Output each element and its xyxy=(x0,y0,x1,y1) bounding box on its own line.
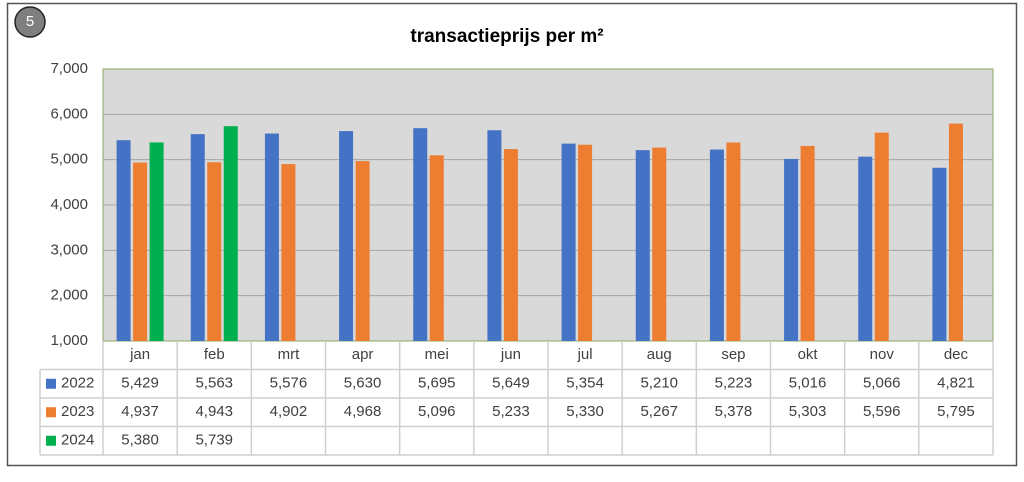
table-value: 5,380 xyxy=(121,432,159,449)
x-tick-label: jul xyxy=(577,346,593,363)
x-tick-label: jun xyxy=(500,346,521,363)
badge-label: 5 xyxy=(26,13,34,30)
table-value: 5,630 xyxy=(344,375,382,392)
x-tick-label: aug xyxy=(647,346,672,363)
table-value: 5,695 xyxy=(418,375,456,392)
legend-swatch xyxy=(46,435,56,446)
table-value: 5,210 xyxy=(640,375,678,392)
x-tick-label: sep xyxy=(721,346,745,363)
y-tick-label: 4,000 xyxy=(50,196,88,213)
bar xyxy=(133,162,148,341)
table-value: 5,563 xyxy=(195,375,233,392)
x-tick-label: jan xyxy=(129,346,150,363)
table-value: 5,303 xyxy=(789,403,827,420)
table-value: 5,429 xyxy=(121,375,159,392)
bar xyxy=(800,145,815,341)
table-value: 4,821 xyxy=(937,375,975,392)
table-value: 5,330 xyxy=(566,403,604,420)
y-tick-label: 6,000 xyxy=(50,105,88,122)
bar xyxy=(874,132,889,341)
bar xyxy=(948,123,963,341)
legend-label: 2022 xyxy=(61,375,94,392)
bar xyxy=(207,162,222,341)
x-tick-label: nov xyxy=(870,346,895,363)
table-value: 5,016 xyxy=(789,375,827,392)
y-tick-label: 7,000 xyxy=(50,60,88,77)
bar xyxy=(635,150,650,341)
chart-title: transactieprijs per m² xyxy=(410,26,603,47)
table-value: 5,066 xyxy=(863,375,901,392)
y-tick-label: 5,000 xyxy=(50,151,88,168)
table-value: 5,739 xyxy=(195,432,233,449)
bar xyxy=(487,130,502,341)
table-value: 4,902 xyxy=(270,403,308,420)
table-value: 4,937 xyxy=(121,403,159,420)
table-value: 5,096 xyxy=(418,403,456,420)
y-tick-label: 1,000 xyxy=(50,332,88,349)
bar xyxy=(339,131,354,341)
x-tick-label: okt xyxy=(798,346,819,363)
x-tick-label: dec xyxy=(944,346,969,363)
x-tick-label: feb xyxy=(204,346,225,363)
bar xyxy=(223,126,238,341)
table-value: 5,596 xyxy=(863,403,901,420)
table-value: 5,223 xyxy=(715,375,753,392)
table-value: 5,576 xyxy=(270,375,308,392)
table-value: 5,378 xyxy=(715,403,753,420)
bar xyxy=(264,133,279,341)
table-value: 5,649 xyxy=(492,375,530,392)
table-value: 5,233 xyxy=(492,403,530,420)
bar xyxy=(355,161,370,341)
x-tick-label: mei xyxy=(425,346,449,363)
table-value: 5,267 xyxy=(640,403,678,420)
bar xyxy=(190,134,205,341)
bar xyxy=(726,142,741,341)
bar xyxy=(116,140,131,341)
table-value: 4,943 xyxy=(195,403,233,420)
bar xyxy=(858,156,873,341)
bar xyxy=(413,128,428,341)
bar xyxy=(652,147,667,341)
bar xyxy=(932,167,947,341)
bar xyxy=(429,155,444,341)
x-tick-label: apr xyxy=(352,346,374,363)
bar xyxy=(578,144,593,341)
bar xyxy=(149,142,164,341)
y-tick-label: 3,000 xyxy=(50,241,88,258)
table-value: 5,354 xyxy=(566,375,604,392)
x-tick-label: mrt xyxy=(278,346,300,363)
badge xyxy=(14,6,46,38)
bar xyxy=(281,164,296,341)
table-value: 5,795 xyxy=(937,403,975,420)
bar xyxy=(503,149,518,341)
legend-label: 2024 xyxy=(61,432,94,449)
bar xyxy=(561,143,576,341)
table-value: 4,968 xyxy=(344,403,382,420)
legend-label: 2023 xyxy=(61,403,94,420)
legend-swatch xyxy=(46,407,56,418)
y-tick-label: 2,000 xyxy=(50,287,88,304)
bar xyxy=(784,158,799,341)
bar xyxy=(709,149,724,341)
legend-swatch xyxy=(46,378,56,389)
